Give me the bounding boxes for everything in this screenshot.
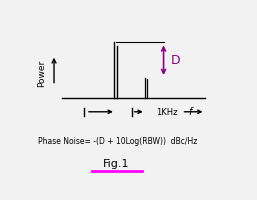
Text: f: f: [188, 107, 191, 117]
Text: D: D: [171, 54, 180, 67]
Text: 1KHz: 1KHz: [155, 108, 177, 117]
Text: Fig.1: Fig.1: [103, 159, 129, 169]
Text: Phase Noise= -(D + 10Log(RBW))  dBc/Hz: Phase Noise= -(D + 10Log(RBW)) dBc/Hz: [38, 137, 197, 146]
Text: Power: Power: [38, 60, 47, 87]
